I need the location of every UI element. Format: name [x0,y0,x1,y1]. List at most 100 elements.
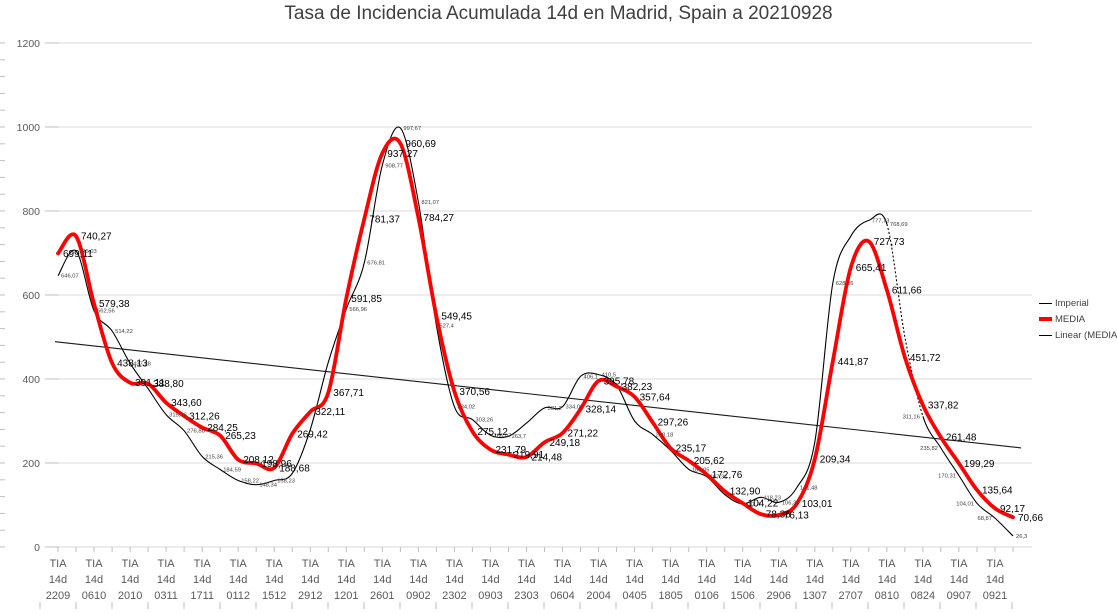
y-tick-label: 600 [22,290,40,302]
imperial-data-label: 141,48 [800,486,818,492]
x-axis: TIA 14d 2209 TIA 14d 0610 TIA 14d 2010 TIA 14d 0311… [39,547,1014,609]
media-data-label: 265,23 [225,431,256,442]
imperial-data-label: 26,3 [1016,534,1027,540]
media-data-label: 727,73 [874,237,905,248]
media-data-label: 199,29 [964,459,995,470]
x-tick-label: TIA 14d 0106 [694,558,718,602]
media-data-label: 370,56 [459,387,490,398]
media-data-label: 337,82 [928,401,959,412]
media-data-label: 249,18 [550,438,581,449]
x-tick-label: TIA 14d 2707 [839,558,863,602]
legend: Imperial MEDIA Linear (MEDIA) [1039,295,1117,343]
imperial-data-label: 158,22 [241,479,259,485]
media-data-label: 395,78 [604,376,635,387]
media-data-label: 960,69 [405,139,436,150]
x-tick-label: TIA 14d 2209 [46,558,70,602]
legend-label-imperial: Imperial [1055,297,1089,309]
trendline [54,341,1022,449]
imperial-data-label: 566,96 [349,307,367,313]
media-data-label: 208,12 [243,455,274,466]
imperial-data-label: 331,2 [548,406,563,412]
media-data-label: 104,22 [748,499,779,510]
media-data-label: 198,96 [261,459,292,470]
media-data-label: 205,62 [694,456,725,467]
imperial-data-label: 777,73 [872,218,890,224]
imperial-data-label: 908,77 [385,163,403,169]
media-data-label: 312,26 [189,411,220,422]
legend-item-media: MEDIA [1039,311,1117,327]
imperial-data-label: 104,01 [956,501,974,507]
media-data-label: 172,76 [712,470,743,481]
imperial-data-label: 235,82 [920,446,938,452]
media-data-label: 611,66 [892,286,922,297]
y-tick-label: 200 [22,458,40,470]
legend-item-imperial: Imperial [1039,295,1117,311]
imperial-data-label: 768,69 [890,222,908,228]
y-tick-label: 1200 [17,38,41,50]
media-data-label: 441,87 [838,357,869,368]
imperial-data-label: 263,7 [512,434,527,440]
imperial-data-label: 303,26 [475,418,493,424]
imperial-data-label: 406,1 [584,374,599,380]
media-data-label: 297,26 [658,418,689,429]
media-data-label: 391,11 [135,378,165,389]
media-data-label: 275,12 [477,427,508,438]
imperial-line-tail [922,416,1014,537]
imperial-data-label: 266,07 [494,433,512,439]
media-data-label: 70,66 [1018,513,1043,524]
imperial-data-label: 628,06 [836,281,854,287]
media-data-label: 699,11 [63,249,93,260]
media-data-label: 382,23 [622,382,653,393]
x-tick-label: TIA 14d 0405 [622,558,646,602]
x-tick-label: TIA 14d 2601 [370,558,394,602]
media-data-label: 76,13 [784,511,809,522]
x-tick-label: TIA 14d 0902 [406,558,430,602]
imperial-data-label: 527,4 [439,324,454,330]
media-data-label: 188,68 [279,463,310,474]
media-data-label: 784,27 [423,213,454,224]
trendline-icon [1039,334,1052,336]
x-tick-label: TIA 14d 0810 [875,558,899,602]
imperial-data-label: 334,02 [566,405,584,411]
media-data-label: 451,72 [910,353,941,364]
imperial-data-labels: 646,07 705,03 562,56 514,22 437,28 315,16 276,… [61,126,1027,540]
x-tick-label: TIA 14d 2004 [586,558,610,602]
y-tick-label: 800 [22,206,40,218]
x-tick-label: TIA 14d 0824 [911,558,935,602]
imperial-data-label: 646,07 [61,274,79,280]
x-tick-label: TIA 14d 0903 [478,558,502,602]
media-data-label: 219,91 [514,450,545,461]
imperial-data-label: 170,31 [938,474,956,480]
media-data-label: 231,79 [496,445,527,456]
x-tick-label: TIA 14d 0921 [983,558,1007,602]
y-tick-label: 1000 [17,122,41,134]
imperial-data-label: 106,38 [782,500,800,506]
imperial-data-label: 315,16 [169,413,187,419]
x-tick-label: TIA 14d 1512 [262,558,286,602]
media-data-label: 214,48 [532,452,563,463]
imperial-data-label: 705,03 [79,249,97,255]
legend-item-linear-media: Linear (MEDIA) [1039,327,1117,343]
imperial-data-label: 676,81 [367,261,385,267]
imperial-data-label: 410,5 [602,373,617,379]
x-tick-label: TIA 14d 2302 [442,558,466,602]
imperial-data-label: 334,02 [457,405,475,411]
media-data-label: 438,13 [117,359,148,370]
legend-label-media: MEDIA [1055,313,1086,325]
media-data-label: 92,17 [1000,504,1025,515]
imperial-data-label: 68,87 [977,516,992,522]
x-tick-label: TIA 14d 0311 [154,558,178,602]
media-data-label: 388,80 [153,379,184,390]
imperial-data-label: 148,34 [259,483,278,489]
media-data-label: 322,11 [315,407,345,418]
media-data-label: 367,71 [333,388,364,399]
media-data-label: 740,27 [81,232,112,243]
media-data-label: 549,45 [441,312,472,323]
media-data-label: 284,25 [207,423,238,434]
imperial-line [57,126,888,505]
media-data-label: 591,85 [351,294,382,305]
x-tick-label: TIA 14d 1506 [730,558,754,602]
x-tick-label: TIA 14d 0610 [82,558,106,602]
x-tick-label: TIA 14d 1307 [803,558,827,602]
